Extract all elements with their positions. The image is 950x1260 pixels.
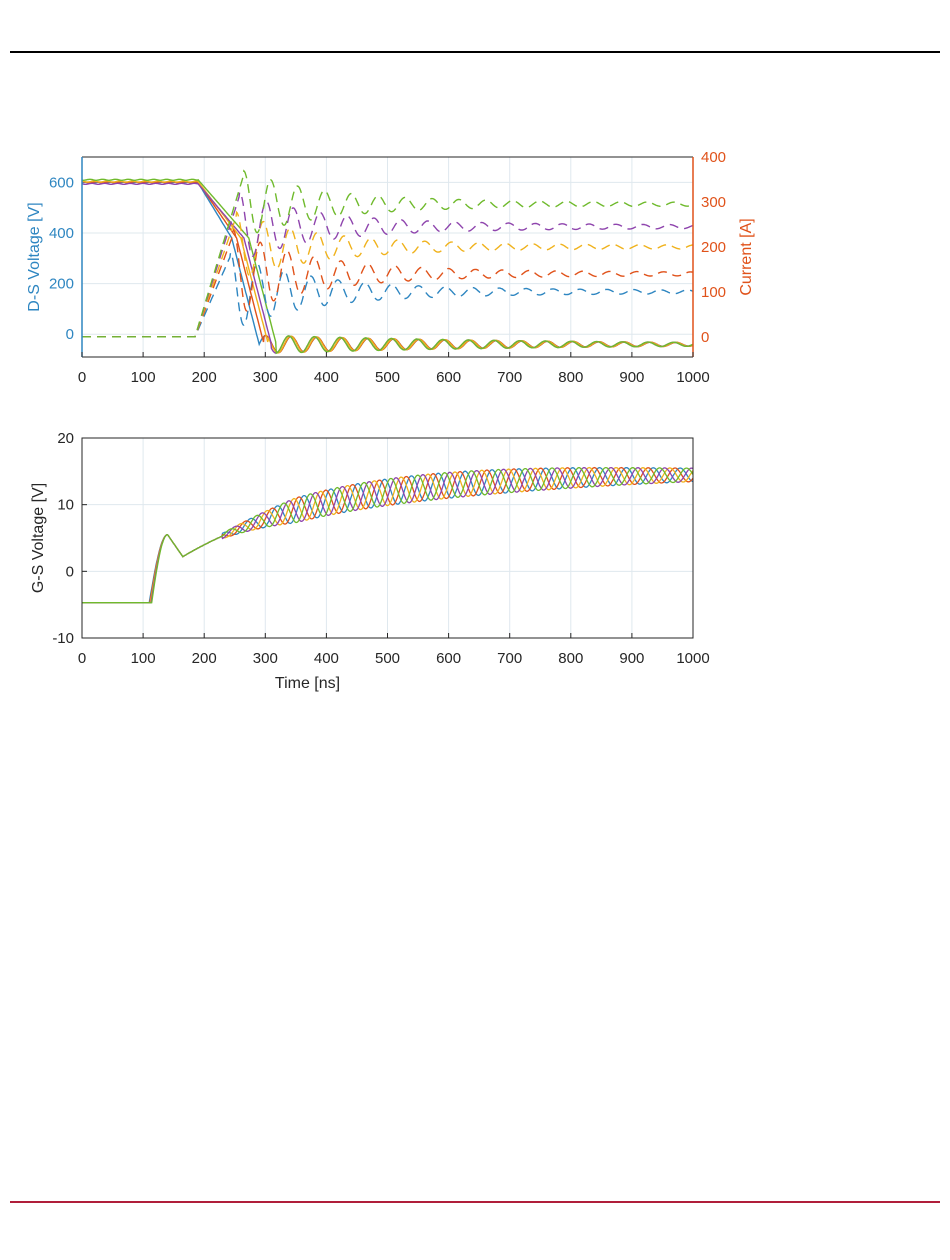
bottom-y-tick-label-0: -10 [52, 630, 74, 647]
header-rule [10, 51, 940, 53]
top-left-tick-label-0: 0 [66, 326, 74, 343]
top-left-tick-label-1: 200 [49, 276, 74, 293]
top-x-tick-label-2: 200 [192, 369, 217, 386]
top-right-tick-label-4: 400 [701, 149, 726, 166]
top-left-tick-label-2: 400 [49, 225, 74, 242]
top-left-tick-label-3: 600 [49, 174, 74, 191]
voltage-series-3 [81, 180, 694, 354]
footer-rule [10, 1201, 940, 1203]
bottom-y-tick-label-3: 20 [57, 430, 74, 447]
bottom-x-tick-label-3: 300 [253, 650, 278, 667]
top-left-axis-label: D-S Voltage [V] [26, 202, 43, 311]
top-x-tick-label-9: 900 [619, 369, 644, 386]
bottom-series-group [82, 466, 694, 604]
current-series-3 [82, 210, 693, 338]
bottom-y-tick-label-2: 10 [57, 497, 74, 514]
chart-ds-voltage-current: 0 100 200 300 400 500 600 700 800 900 100002004006… [26, 149, 755, 386]
top-right-tick-label-3: 300 [701, 194, 726, 211]
top-right-axis-label: Current [A] [738, 218, 755, 295]
top-right-tick-label-2: 200 [701, 239, 726, 256]
top-x-tick-label-5: 500 [375, 369, 400, 386]
bottom-x-tick-label-7: 700 [497, 650, 522, 667]
current-series-1 [82, 251, 694, 338]
top-x-tick-label-1: 100 [131, 369, 156, 386]
top-x-tick-label-4: 400 [314, 369, 339, 386]
chart-gs-voltage: 0 100 200 300 400 500 600 700 800 900 1000-1001020… [30, 430, 710, 692]
bottom-x-tick-label-4: 400 [314, 650, 339, 667]
top-series-group [81, 169, 694, 355]
top-x-tick-label-3: 300 [253, 369, 278, 386]
top-x-tick-label-6: 600 [436, 369, 461, 386]
bottom-y-tick-label-1: 0 [66, 563, 74, 580]
current-series-2 [82, 228, 694, 338]
bottom-y-axis-label: G-S Voltage [V] [30, 483, 47, 593]
voltage-series-5 [82, 178, 694, 355]
top-x-tick-label-8: 800 [558, 369, 583, 386]
top-x-tick-label-7: 700 [497, 369, 522, 386]
top-x-tick-label-10: 1000 [676, 369, 709, 386]
top-x-tick-label-0: 0 [78, 369, 86, 386]
current-series-4 [82, 190, 694, 338]
top-right-tick-label-0: 0 [701, 329, 709, 346]
top-right-tick-label-1: 100 [701, 284, 726, 301]
bottom-x-tick-label-1: 100 [131, 650, 156, 667]
bottom-x-tick-label-8: 800 [558, 650, 583, 667]
bottom-x-tick-label-6: 600 [436, 650, 461, 667]
bottom-x-tick-label-5: 500 [375, 650, 400, 667]
bottom-x-tick-label-0: 0 [78, 650, 86, 667]
top-grid [81, 157, 694, 357]
bottom-x-axis-label: Time [ns] [275, 675, 340, 692]
bottom-x-tick-label-2: 200 [192, 650, 217, 667]
top-axes: 0 100 200 300 400 500 600 700 800 900 100002004006… [49, 149, 726, 386]
bottom-x-tick-label-9: 900 [619, 650, 644, 667]
gate-series-5 [82, 466, 694, 604]
bottom-x-tick-label-10: 1000 [676, 650, 709, 667]
